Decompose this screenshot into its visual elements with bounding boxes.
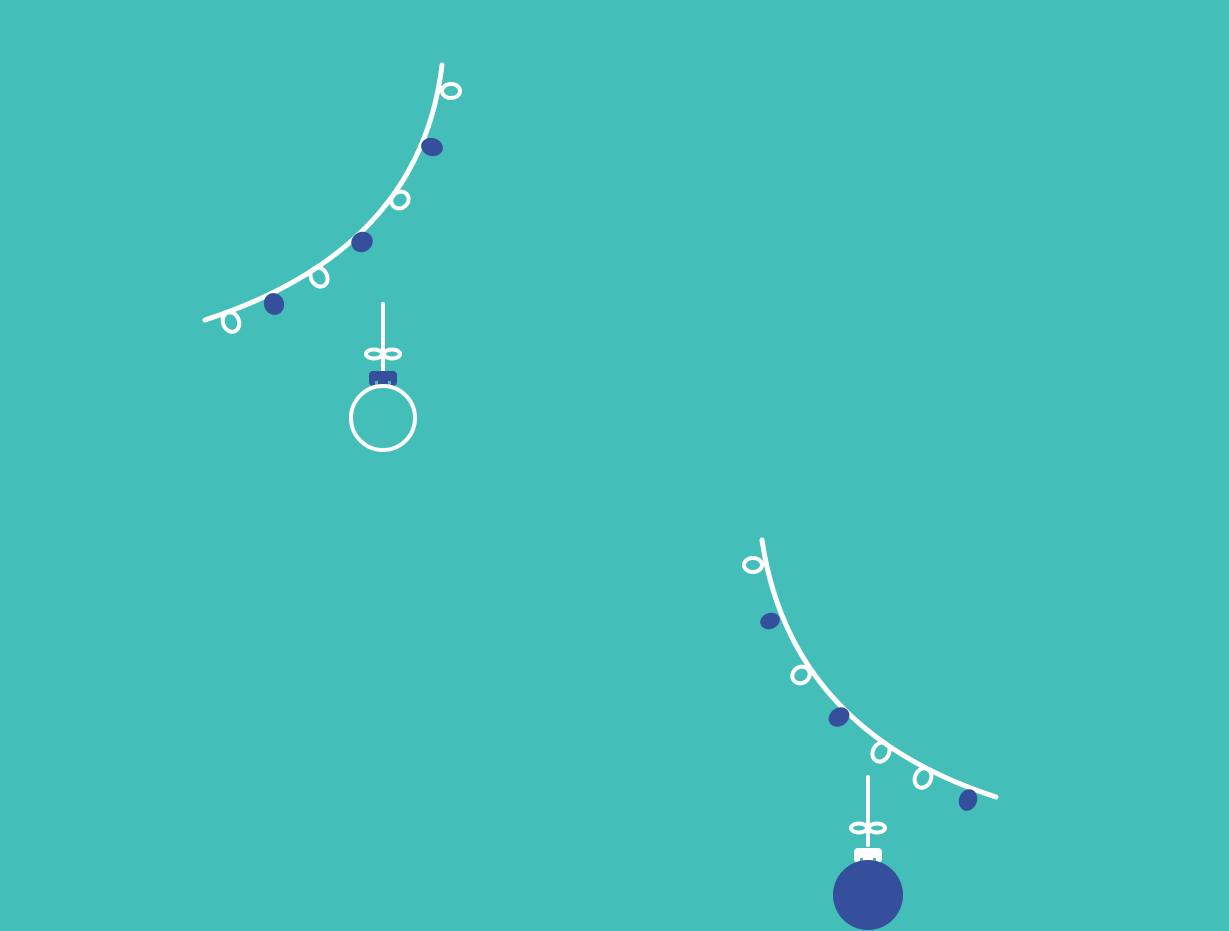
garland-bulb-outline <box>742 556 764 574</box>
garland-top-left <box>202 62 462 334</box>
garland-bulb-filled <box>958 789 978 811</box>
ornament-cap <box>369 371 397 386</box>
ornament-ball <box>349 384 417 452</box>
ornament-outline <box>349 302 417 452</box>
garland-bulb-outline <box>440 82 462 100</box>
garland-string <box>202 62 445 323</box>
ornament-ball <box>833 860 903 930</box>
garland-bottom-right <box>742 537 999 811</box>
garland-bulb-filled <box>421 137 443 157</box>
ornament-filled <box>833 775 903 930</box>
garland-bulb-filled <box>263 293 285 315</box>
garland-bulb-outline <box>912 766 934 790</box>
garland-bulb-outline <box>308 265 330 289</box>
garland-bulb-outline <box>790 664 812 686</box>
garland-bulb-filled <box>351 231 373 253</box>
garland-bulb-outline <box>220 310 242 334</box>
ribbon-bow-icon <box>849 821 887 835</box>
garland-string <box>759 537 999 800</box>
ribbon-bow-icon <box>364 347 402 361</box>
garland-bulb-filled <box>760 612 780 630</box>
garland-bulb-filled <box>828 707 850 727</box>
garland-bulb-outline <box>870 740 892 764</box>
garland-bulb-outline <box>389 189 411 211</box>
